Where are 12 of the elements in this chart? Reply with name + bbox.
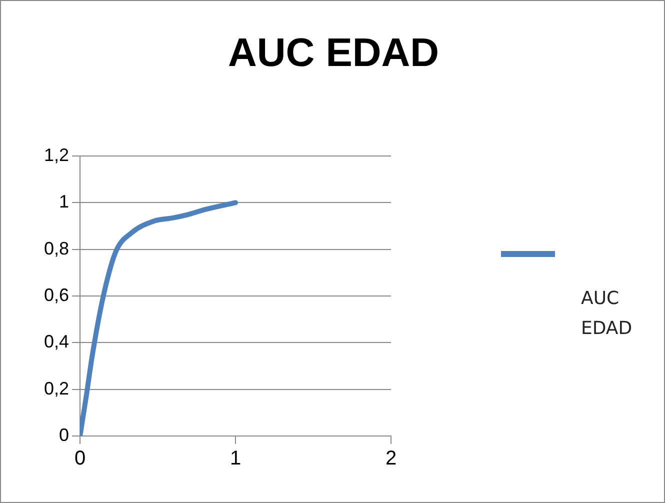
chart-title: AUC EDAD (226, 31, 440, 76)
y-tick-label: 0,4 (44, 332, 70, 352)
text: AUC EDAD (581, 287, 634, 341)
y-tick-label: 0,6 (44, 284, 70, 305)
y-tick-label: 1 (59, 192, 70, 212)
x-tick-label: 0 (74, 448, 86, 470)
x-tick-label: 2 (385, 448, 397, 470)
x-tick-label: 1 (230, 448, 242, 470)
y-tick-label: 0,8 (44, 238, 70, 258)
y-tick-label: 0,2 (44, 378, 70, 398)
y-tick-label: 0 (59, 424, 70, 445)
y-tick-label: 1,2 (44, 144, 70, 165)
